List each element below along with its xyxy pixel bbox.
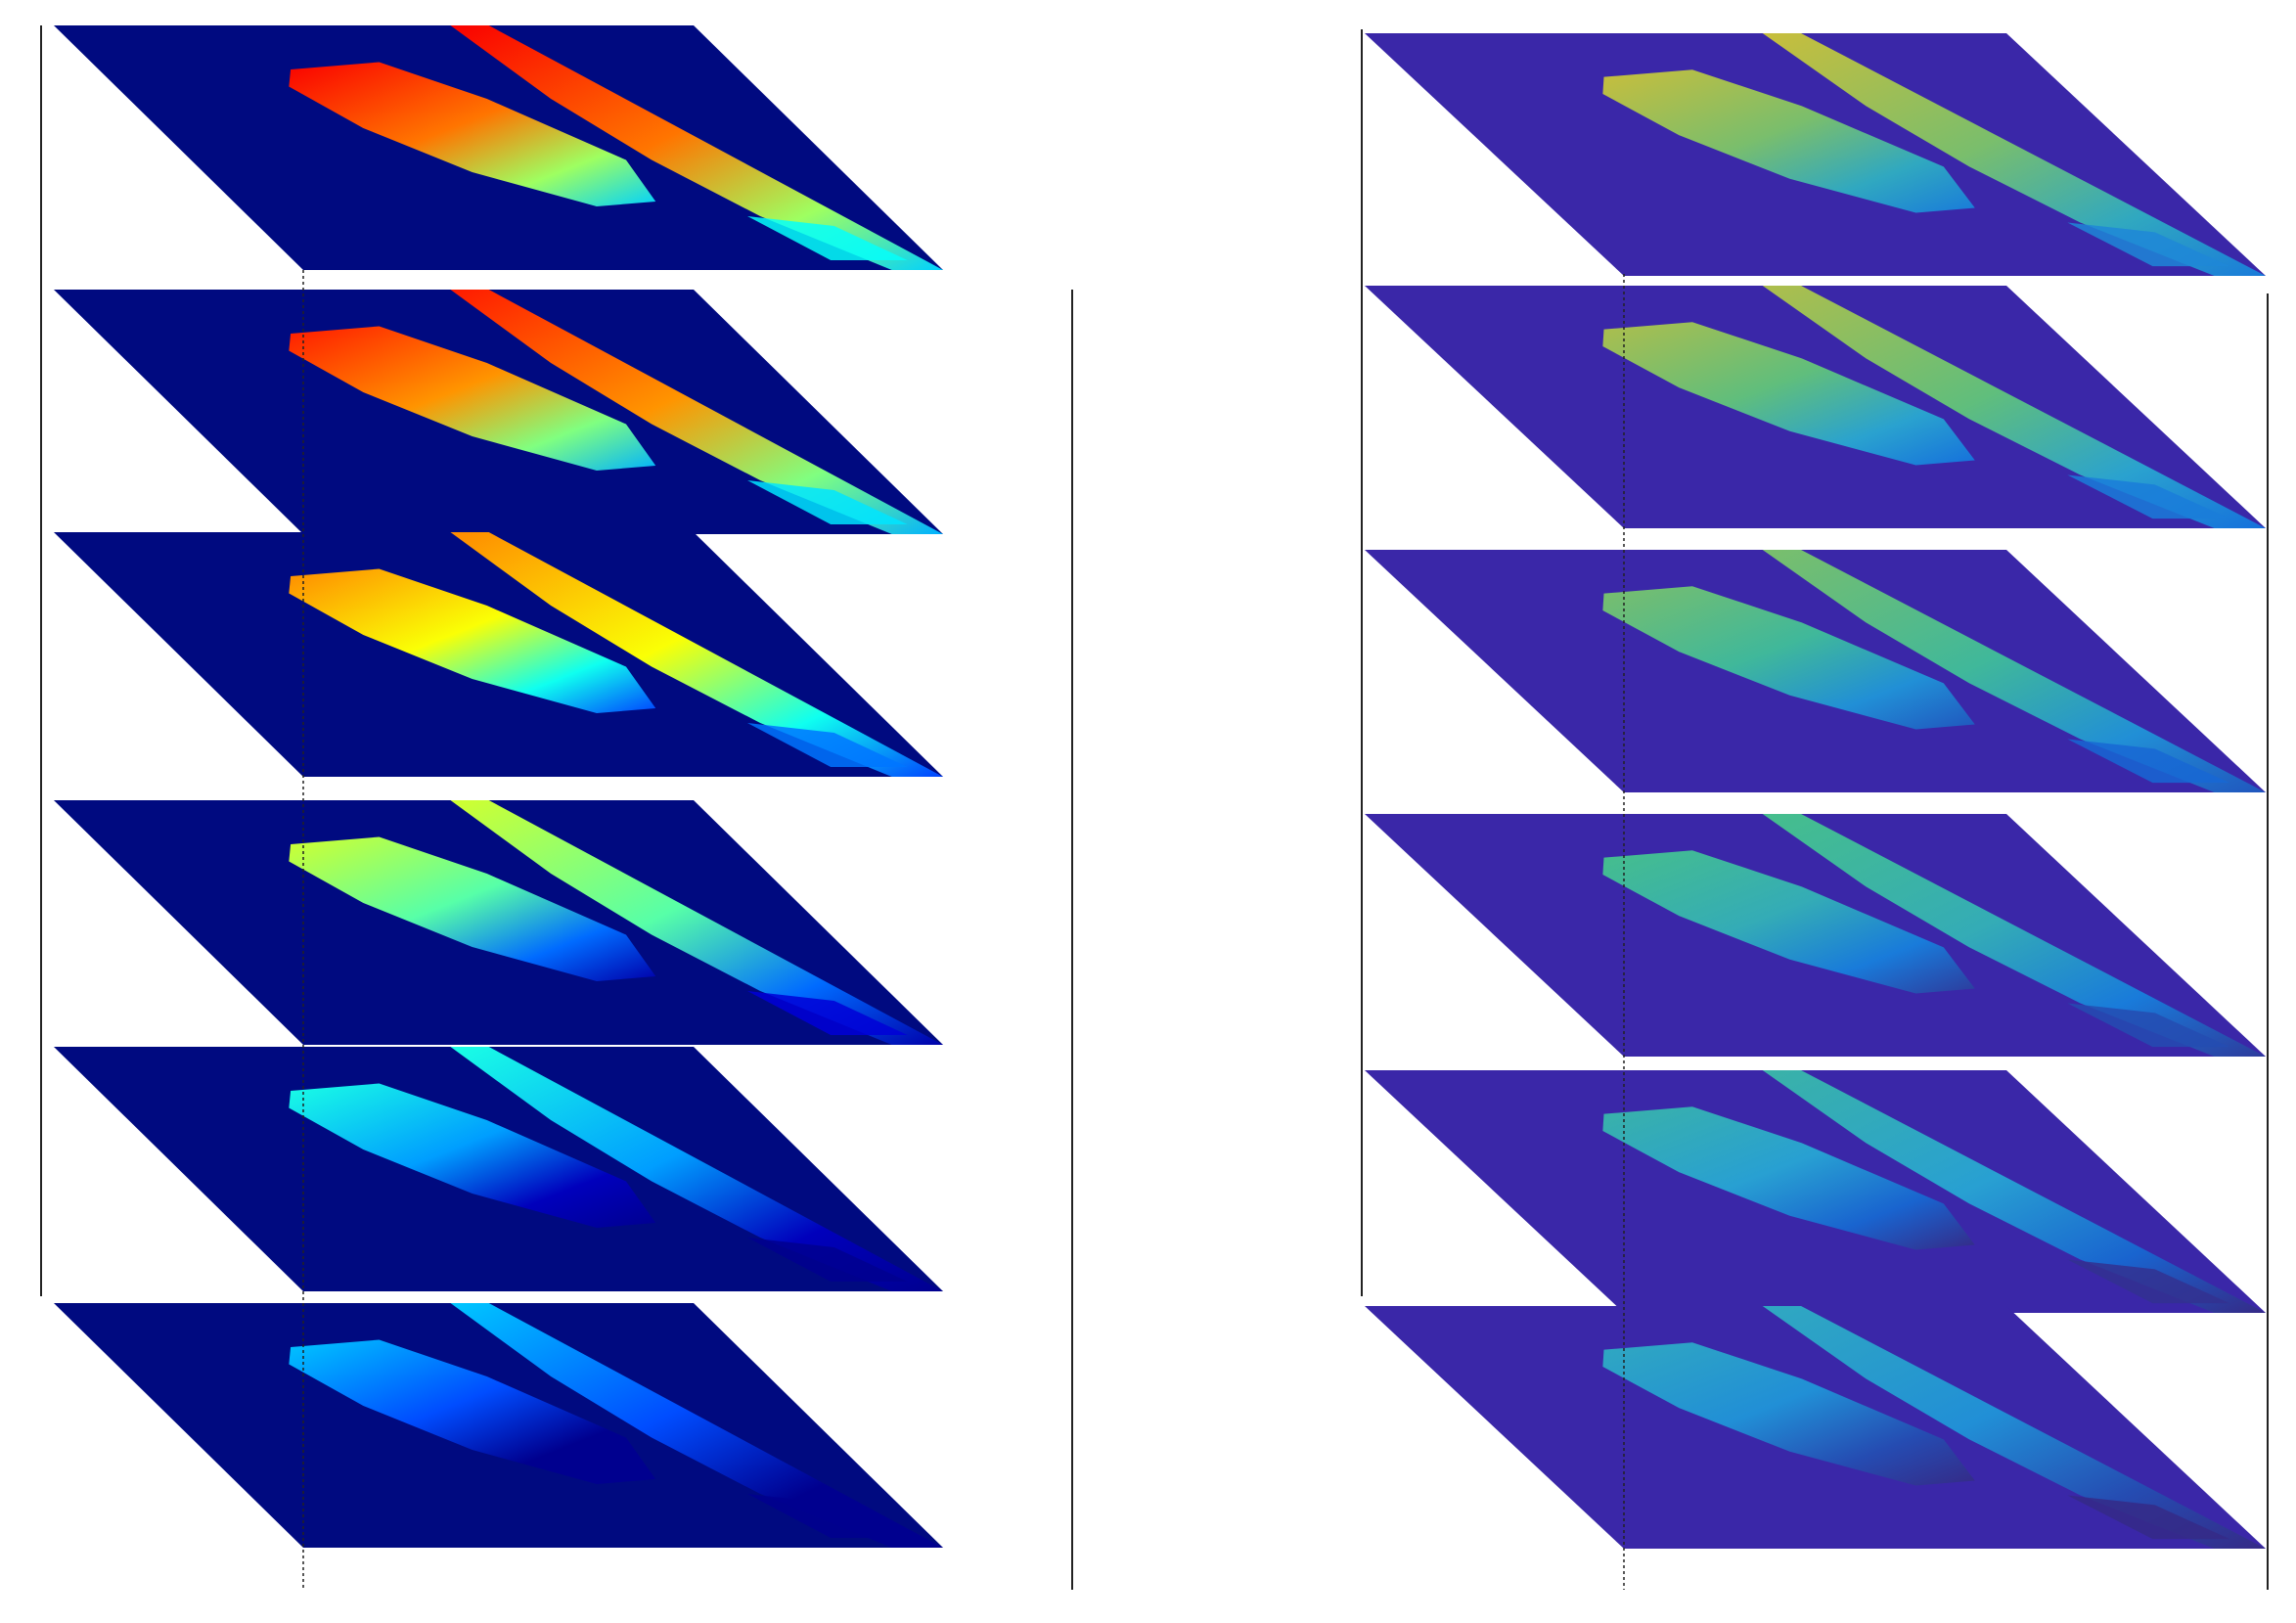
slice-region-wedge (1762, 33, 2266, 276)
slice-region-blob (1602, 1342, 1975, 1486)
slice-region-blob (1602, 69, 1975, 213)
slice-4 (1365, 814, 2266, 1057)
slice-region-patch (747, 480, 908, 524)
panel-1 (40, 25, 1073, 1590)
slice-region-wedge (1762, 550, 2266, 792)
slice-region-blob (289, 836, 656, 981)
slice-1 (1365, 33, 2266, 276)
slice-region-blob (289, 326, 656, 471)
slice-3 (54, 532, 943, 777)
slice-region-patch (747, 991, 908, 1035)
slice-region-wedge (450, 800, 943, 1045)
slice-region-wedge (450, 25, 943, 270)
slice-region-patch (2067, 1259, 2230, 1304)
slice-region-wedge (450, 1303, 943, 1548)
slice-region-wedge (450, 532, 943, 777)
slice-2 (1365, 286, 2266, 528)
slice-region-wedge (450, 290, 943, 534)
slice-region-patch (2067, 1495, 2230, 1540)
slice-2 (54, 290, 943, 534)
slice-region-patch (747, 1494, 908, 1538)
slice-region-patch (2067, 739, 2230, 784)
slice-region-wedge (1762, 1070, 2266, 1313)
slice-region-blob (289, 1339, 656, 1484)
slice-1 (54, 25, 943, 270)
slice-5 (1365, 1070, 2266, 1313)
slice-region-blob (289, 62, 656, 206)
slice-region-patch (2067, 222, 2230, 267)
slice-region-blob (1602, 1106, 1975, 1250)
slice-4 (54, 800, 943, 1045)
slice-region-patch (747, 216, 908, 260)
slice-region-patch (747, 723, 908, 767)
panel-2 (1361, 29, 2269, 1590)
slice-region-blob (1602, 322, 1975, 466)
slice-6 (1365, 1306, 2266, 1549)
slice-region-blob (289, 1083, 656, 1228)
slice-3 (1365, 550, 2266, 792)
slice-6 (54, 1303, 943, 1548)
slice-region-wedge (1762, 1306, 2266, 1549)
slice-region-wedge (1762, 814, 2266, 1057)
slice-region-wedge (1762, 286, 2266, 528)
slice-region-blob (289, 568, 656, 713)
slice-region-patch (2067, 1003, 2230, 1048)
slice-region-patch (2067, 474, 2230, 519)
slice-region-patch (747, 1238, 908, 1282)
slice-region-blob (1602, 586, 1975, 730)
slice-region-wedge (450, 1047, 943, 1291)
slice-5 (54, 1047, 943, 1291)
slice-region-blob (1602, 850, 1975, 994)
